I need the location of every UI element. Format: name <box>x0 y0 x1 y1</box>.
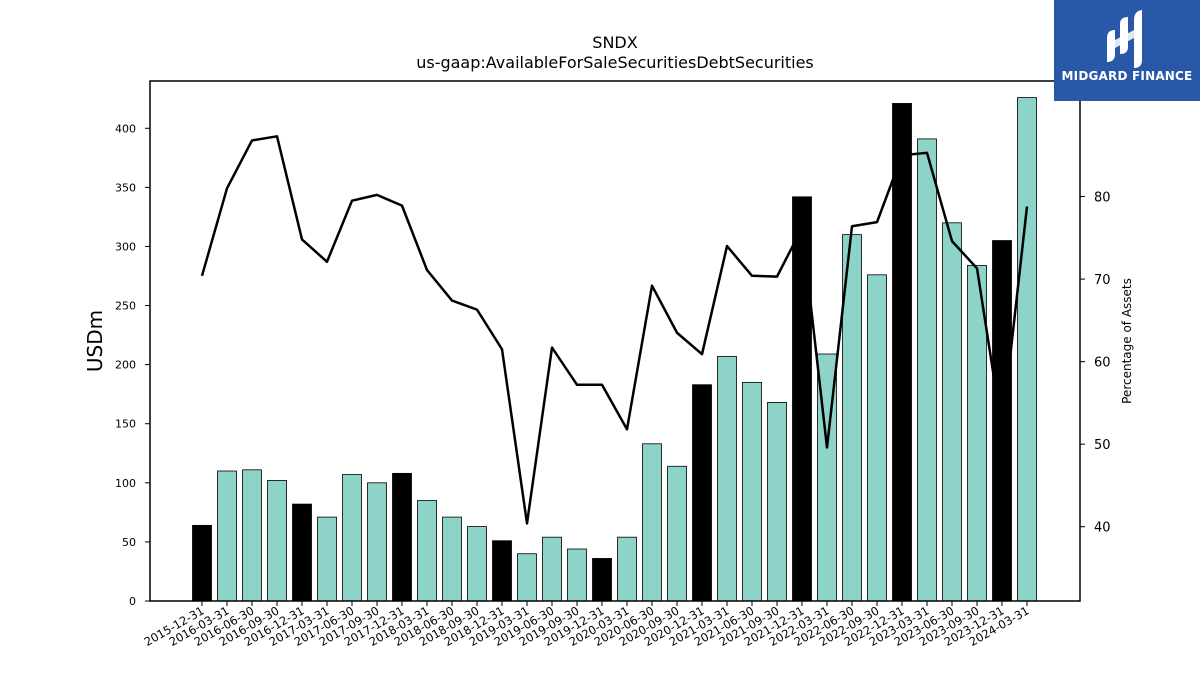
bar <box>392 472 412 602</box>
bar <box>942 222 962 602</box>
y2-tick-label: 70 <box>1094 273 1111 288</box>
bar <box>192 524 212 602</box>
bar-series <box>192 97 1037 602</box>
y-tick-label: 50 <box>122 536 136 549</box>
bar <box>417 500 437 602</box>
bar <box>317 516 337 602</box>
bar <box>1017 97 1037 602</box>
bar <box>892 103 912 602</box>
bar <box>642 443 662 602</box>
x-axis-ticks: 2015-12-312016-03-312016-06-302016-09-30… <box>142 601 1032 649</box>
chart-title: SNDX <box>592 33 638 52</box>
percentage-line <box>200 135 1029 525</box>
bar <box>342 474 362 602</box>
bar <box>492 540 512 602</box>
bar <box>267 480 287 602</box>
y-tick-label: 0 <box>129 595 136 608</box>
bar <box>292 503 312 602</box>
bar <box>742 381 762 602</box>
bar <box>217 470 237 602</box>
bar <box>617 536 637 602</box>
bar <box>542 536 562 602</box>
logo: MIDGARD FINANCE <box>1054 0 1200 101</box>
bar <box>917 138 937 602</box>
logo-text: MIDGARD FINANCE <box>1061 69 1193 83</box>
bar <box>367 482 387 602</box>
y-tick-label: 300 <box>115 240 136 253</box>
chart-subtitle: us-gaap:AvailableForSaleSecuritiesDebtSe… <box>416 53 814 72</box>
bar <box>667 465 687 602</box>
plot-frame <box>149 80 1081 602</box>
bar <box>867 274 887 602</box>
logo-mark-icon <box>1107 10 1142 68</box>
y2-tick-label: 60 <box>1094 356 1111 371</box>
y-tick-label: 200 <box>115 359 136 372</box>
bar <box>592 558 612 602</box>
y-tick-label: 100 <box>115 477 136 490</box>
y-axis-ticks: 0 50 100 150 200 250 300 350 400 <box>115 122 150 608</box>
y2-axis-label: Percentage of Assets <box>1120 278 1134 404</box>
y-tick-label: 250 <box>115 300 136 313</box>
y2-tick-label: 40 <box>1094 521 1111 536</box>
y-axis-label: USDm <box>83 310 107 372</box>
y2-tick-label: 50 <box>1094 438 1111 453</box>
y-tick-label: 350 <box>115 181 136 194</box>
bar <box>767 402 787 602</box>
y-tick-label: 400 <box>115 122 136 135</box>
line-series <box>200 135 1029 525</box>
bar <box>567 548 587 602</box>
bar <box>242 469 262 602</box>
bar <box>692 384 712 602</box>
bar <box>467 526 487 602</box>
bar <box>792 196 812 602</box>
bar <box>517 553 537 602</box>
bar <box>717 355 737 602</box>
y-tick-label: 150 <box>115 418 136 431</box>
y2-axis-ticks: 40 50 60 70 80 <box>1080 191 1111 536</box>
bar <box>442 516 462 602</box>
y2-tick-label: 80 <box>1094 191 1111 206</box>
